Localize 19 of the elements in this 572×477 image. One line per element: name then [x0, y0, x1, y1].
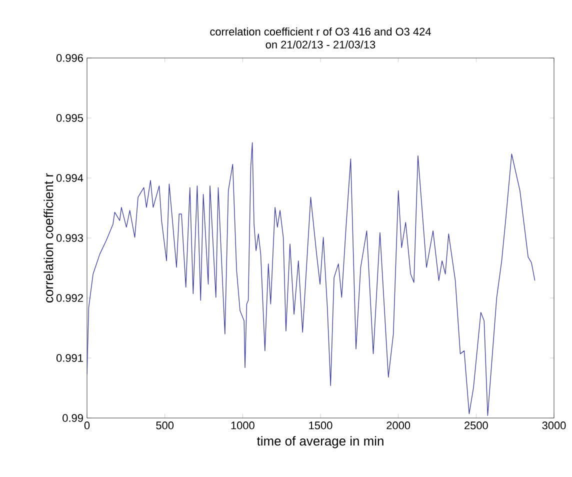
x-axis-title: time of average in min [257, 436, 384, 448]
chart-title: correlation coefficient r of O3 416 and O3 424 [210, 28, 431, 36]
x-tick-label: 3000 [542, 422, 566, 430]
x-tick-label: 500 [156, 422, 174, 430]
y-tick-label: 0.991 [56, 354, 83, 362]
x-tick-label: 2500 [464, 422, 488, 430]
y-tick-label: 0.996 [56, 54, 83, 62]
y-tick-label: 0.993 [56, 234, 83, 242]
x-tick-label: 1500 [309, 422, 332, 430]
y-tick-label: 0.992 [56, 294, 83, 302]
x-tick-label: 0 [84, 422, 90, 430]
y-tick-label: 0.995 [56, 114, 84, 122]
line-series [87, 142, 536, 416]
y-tick-label: 0.994 [56, 174, 84, 182]
chart-subtitle: on 21/02/13 - 21/03/13 [266, 40, 376, 48]
x-tick-label: 2000 [386, 422, 410, 430]
x-tick-label: 1000 [231, 422, 254, 430]
y-tick-label: 0.99 [62, 414, 83, 422]
y-axis-title: correlation coefficient r [44, 173, 54, 302]
